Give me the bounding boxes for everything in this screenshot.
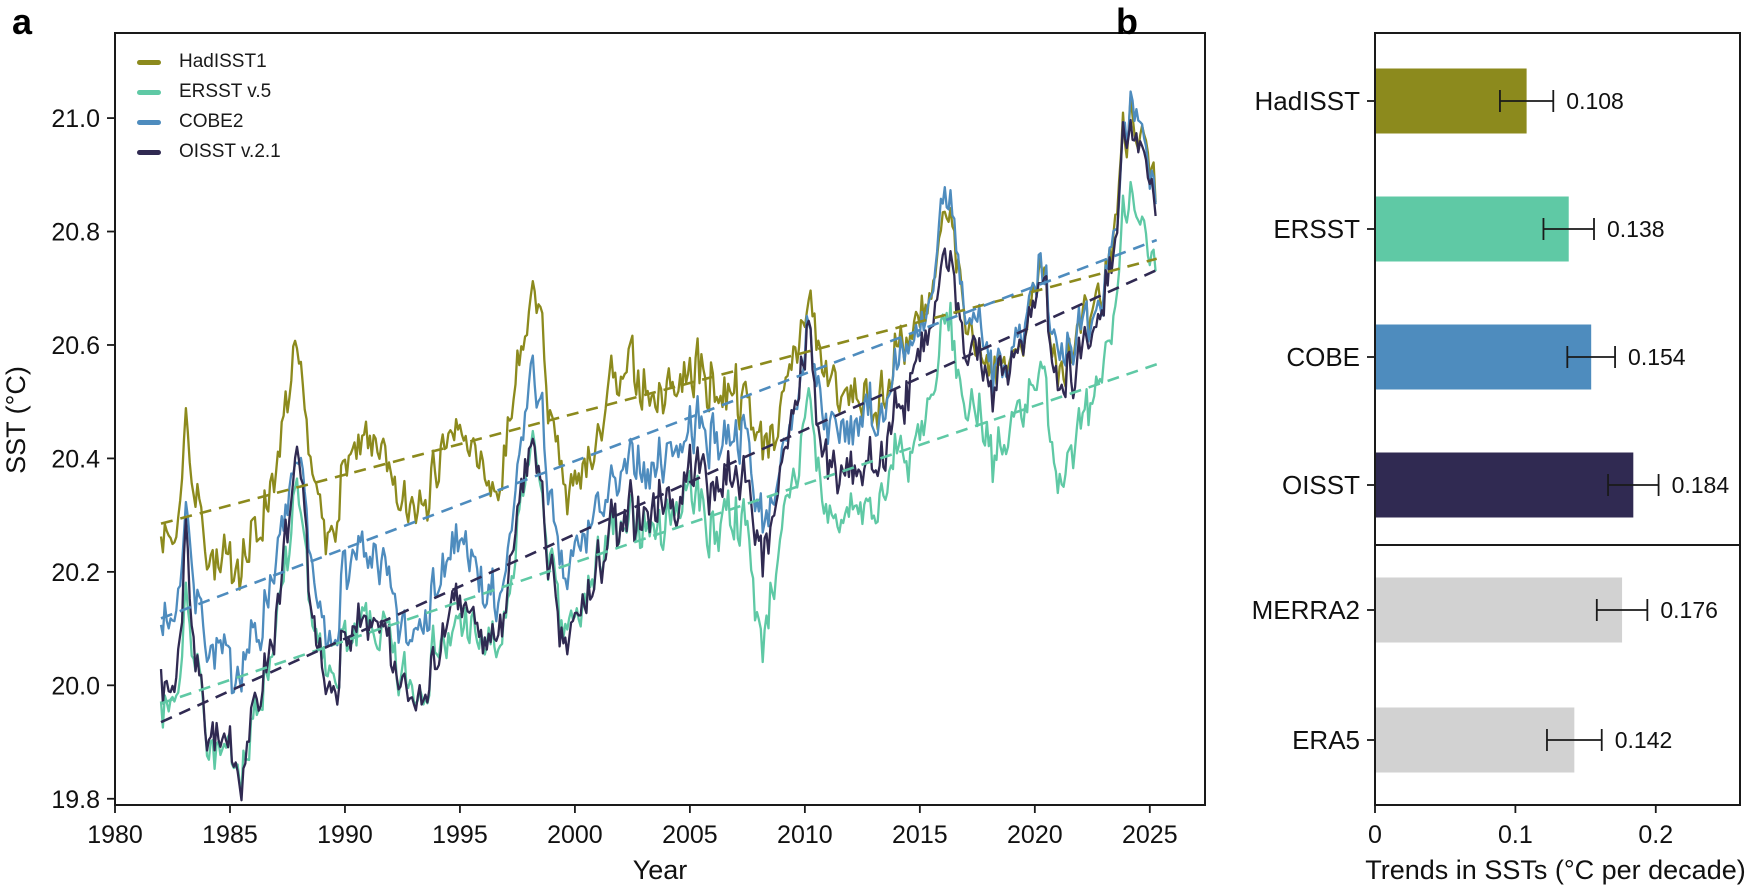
x-tick-label: 2025 bbox=[1122, 821, 1178, 849]
legend-label-oisst: OISST v.2.1 bbox=[179, 141, 281, 162]
panel-b-x-axis-title: Trends in SSTs (°C per decade) bbox=[1365, 855, 1746, 885]
legend-item-oisst: OISST v.2.1 bbox=[137, 137, 281, 167]
y-tick-label: 21.0 bbox=[51, 105, 100, 133]
x-tick-label: 1980 bbox=[87, 821, 143, 849]
y-tick-label: 19.8 bbox=[51, 786, 100, 814]
bar-value-label: 0.176 bbox=[1660, 597, 1718, 623]
legend-swatch-oisst bbox=[137, 149, 161, 155]
category-label: HadISST bbox=[1255, 86, 1361, 116]
category-label: ERSST bbox=[1273, 214, 1360, 244]
category-label: OISST bbox=[1282, 470, 1360, 500]
y-tick-label: 20.2 bbox=[51, 559, 100, 587]
legend-label-ersst: ERSST v.5 bbox=[179, 81, 272, 102]
x-tick-label: 1985 bbox=[202, 821, 258, 849]
legend-item-cobe2: COBE2 bbox=[137, 107, 281, 137]
category-label: COBE bbox=[1286, 342, 1360, 372]
panel-a-y-axis-title: SST (°C) bbox=[1, 366, 31, 474]
x-tick-label: 1990 bbox=[317, 821, 373, 849]
trend-line-cobe2-trend bbox=[160, 238, 1158, 620]
x-tick-label: 1995 bbox=[432, 821, 488, 849]
bar-ersst bbox=[1375, 196, 1569, 262]
series-line-oisst-v-2-1 bbox=[159, 119, 1157, 802]
x-tick-label: 0 bbox=[1368, 821, 1382, 849]
x-tick-label: 2010 bbox=[777, 821, 833, 849]
category-label: ERA5 bbox=[1292, 725, 1360, 755]
x-tick-label: 2020 bbox=[1007, 821, 1063, 849]
bar-value-label: 0.142 bbox=[1615, 727, 1673, 753]
trend-line-oisst-v-2-1-trend bbox=[160, 268, 1158, 724]
bar-era5 bbox=[1375, 707, 1575, 773]
legend-item-ersst: ERSST v.5 bbox=[137, 77, 281, 107]
series-line-hadisst1 bbox=[159, 95, 1157, 591]
x-tick-label: 2015 bbox=[892, 821, 948, 849]
legend: HadISST1 ERSST v.5 COBE2 OISST v.2.1 bbox=[137, 47, 281, 167]
legend-swatch-cobe2 bbox=[137, 119, 161, 125]
y-tick-label: 20.8 bbox=[51, 219, 100, 247]
panel-b-label: b bbox=[1116, 1, 1138, 42]
x-tick-label: 0.1 bbox=[1498, 821, 1533, 849]
y-tick-label: 20.4 bbox=[51, 445, 100, 473]
bar-value-label: 0.138 bbox=[1607, 216, 1665, 242]
bar-value-label: 0.108 bbox=[1566, 88, 1624, 114]
legend-item-hadisst1: HadISST1 bbox=[137, 47, 281, 77]
legend-label-hadisst1: HadISST1 bbox=[179, 51, 267, 72]
category-label: MERRA2 bbox=[1252, 595, 1360, 625]
bar-cobe bbox=[1375, 324, 1592, 390]
panel-b-plot: 0.108 HadISST 0.138 ERSST 0.154 COBE 0.184 OISS… bbox=[1252, 32, 1741, 849]
x-tick-label: 2005 bbox=[662, 821, 718, 849]
legend-swatch-ersst bbox=[137, 89, 161, 95]
legend-label-cobe2: COBE2 bbox=[179, 111, 244, 132]
trend-line-hadisst1-trend bbox=[160, 257, 1158, 525]
panel-a-x-axis-title: Year bbox=[632, 855, 688, 885]
bar-value-label: 0.184 bbox=[1672, 472, 1730, 498]
bar-value-label: 0.154 bbox=[1628, 344, 1686, 370]
y-tick-label: 20.0 bbox=[51, 672, 100, 700]
x-tick-label: 2000 bbox=[547, 821, 603, 849]
panel-a-frame bbox=[114, 32, 1206, 806]
y-tick-label: 20.6 bbox=[51, 332, 100, 360]
bar-merra2 bbox=[1375, 577, 1623, 643]
panel-a-plot: 1980 1985 1990 1995 2000 2005 2010 2015 2020 2025… bbox=[51, 32, 1206, 849]
legend-swatch-hadisst1 bbox=[137, 59, 161, 65]
panel-b-frame-bottom bbox=[1374, 544, 1741, 806]
x-tick-label: 0.2 bbox=[1638, 821, 1673, 849]
panel-a-label: a bbox=[12, 1, 33, 42]
bar-oisst bbox=[1375, 452, 1634, 518]
trend-line-ersst-v-5-trend bbox=[160, 363, 1158, 705]
